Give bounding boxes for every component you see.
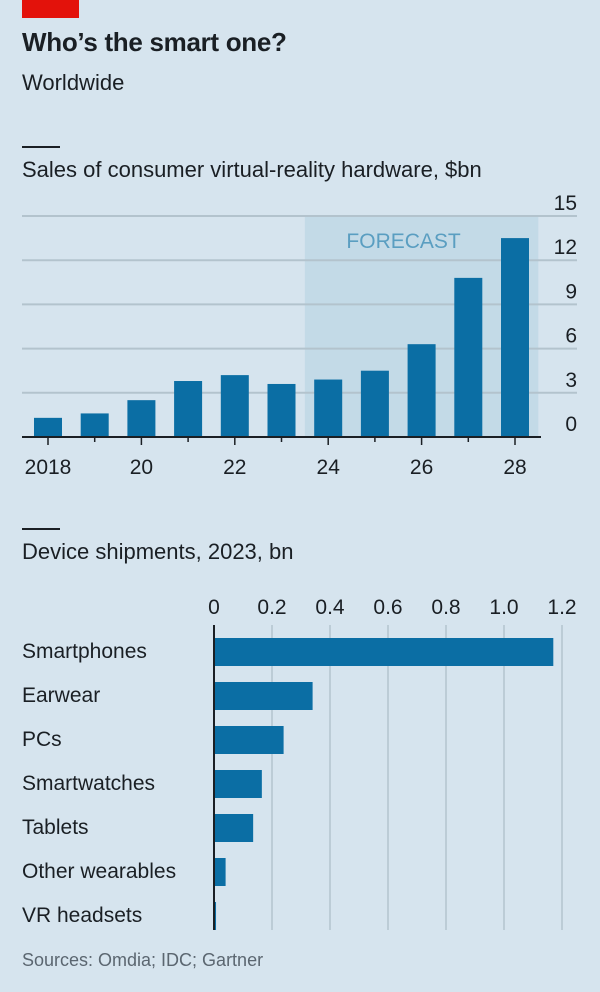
page-title: Who’s the smart one? — [22, 27, 287, 57]
chart1-rule — [22, 146, 60, 148]
y-tick-label: 9 — [565, 280, 577, 303]
y-tick-label: 15 — [554, 192, 577, 215]
bar-2028 — [501, 238, 529, 437]
x-tick-label: 22 — [223, 456, 246, 479]
category-label: Earwear — [22, 684, 101, 707]
x-tick-label: 0.8 — [431, 596, 460, 619]
x-tick-label: 1.0 — [489, 596, 518, 619]
category-label: VR headsets — [22, 904, 143, 927]
y-tick-label: 12 — [554, 236, 577, 259]
category-label: Smartphones — [22, 640, 147, 663]
x-tick-label: 0.2 — [257, 596, 286, 619]
bar-2026 — [407, 344, 436, 437]
chart2-title: Device shipments, 2023, bn — [22, 539, 294, 564]
x-tick-label: 1.2 — [547, 596, 576, 619]
bar-2018 — [34, 417, 62, 437]
bar-2024 — [314, 379, 343, 437]
forecast-label: FORECAST — [346, 230, 461, 253]
source-note: Sources: Omdia; IDC; Gartner — [22, 950, 264, 970]
x-tick-label: 24 — [317, 456, 341, 479]
x-tick-label: 28 — [503, 456, 526, 479]
x-tick-label: 26 — [410, 456, 433, 479]
x-tick-label: 0.6 — [373, 596, 402, 619]
bar-smartwatches — [214, 770, 262, 798]
y-tick-label: 3 — [565, 369, 577, 392]
chart1-title: Sales of consumer virtual-reality hardwa… — [22, 157, 482, 182]
x-tick-label: 2018 — [25, 456, 72, 479]
bar-earwear — [214, 682, 313, 710]
bar-tablets — [214, 814, 254, 842]
x-tick-label: 0.4 — [315, 596, 345, 619]
category-label: Tablets — [22, 816, 89, 839]
category-label: PCs — [22, 728, 62, 751]
bar-2025 — [360, 370, 389, 437]
vr-sales-chart: 0 3 6 9 12 15 FORECAST 2018 20 22 24 26 28 — [22, 192, 577, 479]
page-subtitle: Worldwide — [22, 70, 125, 95]
bar-2027 — [454, 277, 483, 437]
bar-vr-headsets — [214, 902, 217, 930]
y-tick-label: 6 — [565, 325, 577, 348]
x-tick-label: 0 — [208, 596, 220, 619]
bar-other-wearables — [214, 858, 226, 886]
bar-2021 — [174, 381, 203, 437]
category-label: Smartwatches — [22, 772, 156, 795]
bar-2023 — [267, 383, 296, 437]
y-tick-label: 0 — [565, 413, 577, 436]
bar-2020 — [127, 400, 156, 437]
bar-pcs — [214, 726, 284, 754]
bar-smartphones — [214, 638, 554, 666]
x-tick-label: 20 — [130, 456, 153, 479]
brand-tag — [22, 0, 79, 18]
category-label: Other wearables — [22, 860, 177, 883]
bar-2022 — [220, 375, 249, 437]
bar-2019 — [80, 413, 109, 437]
chart2-rule — [22, 528, 60, 530]
